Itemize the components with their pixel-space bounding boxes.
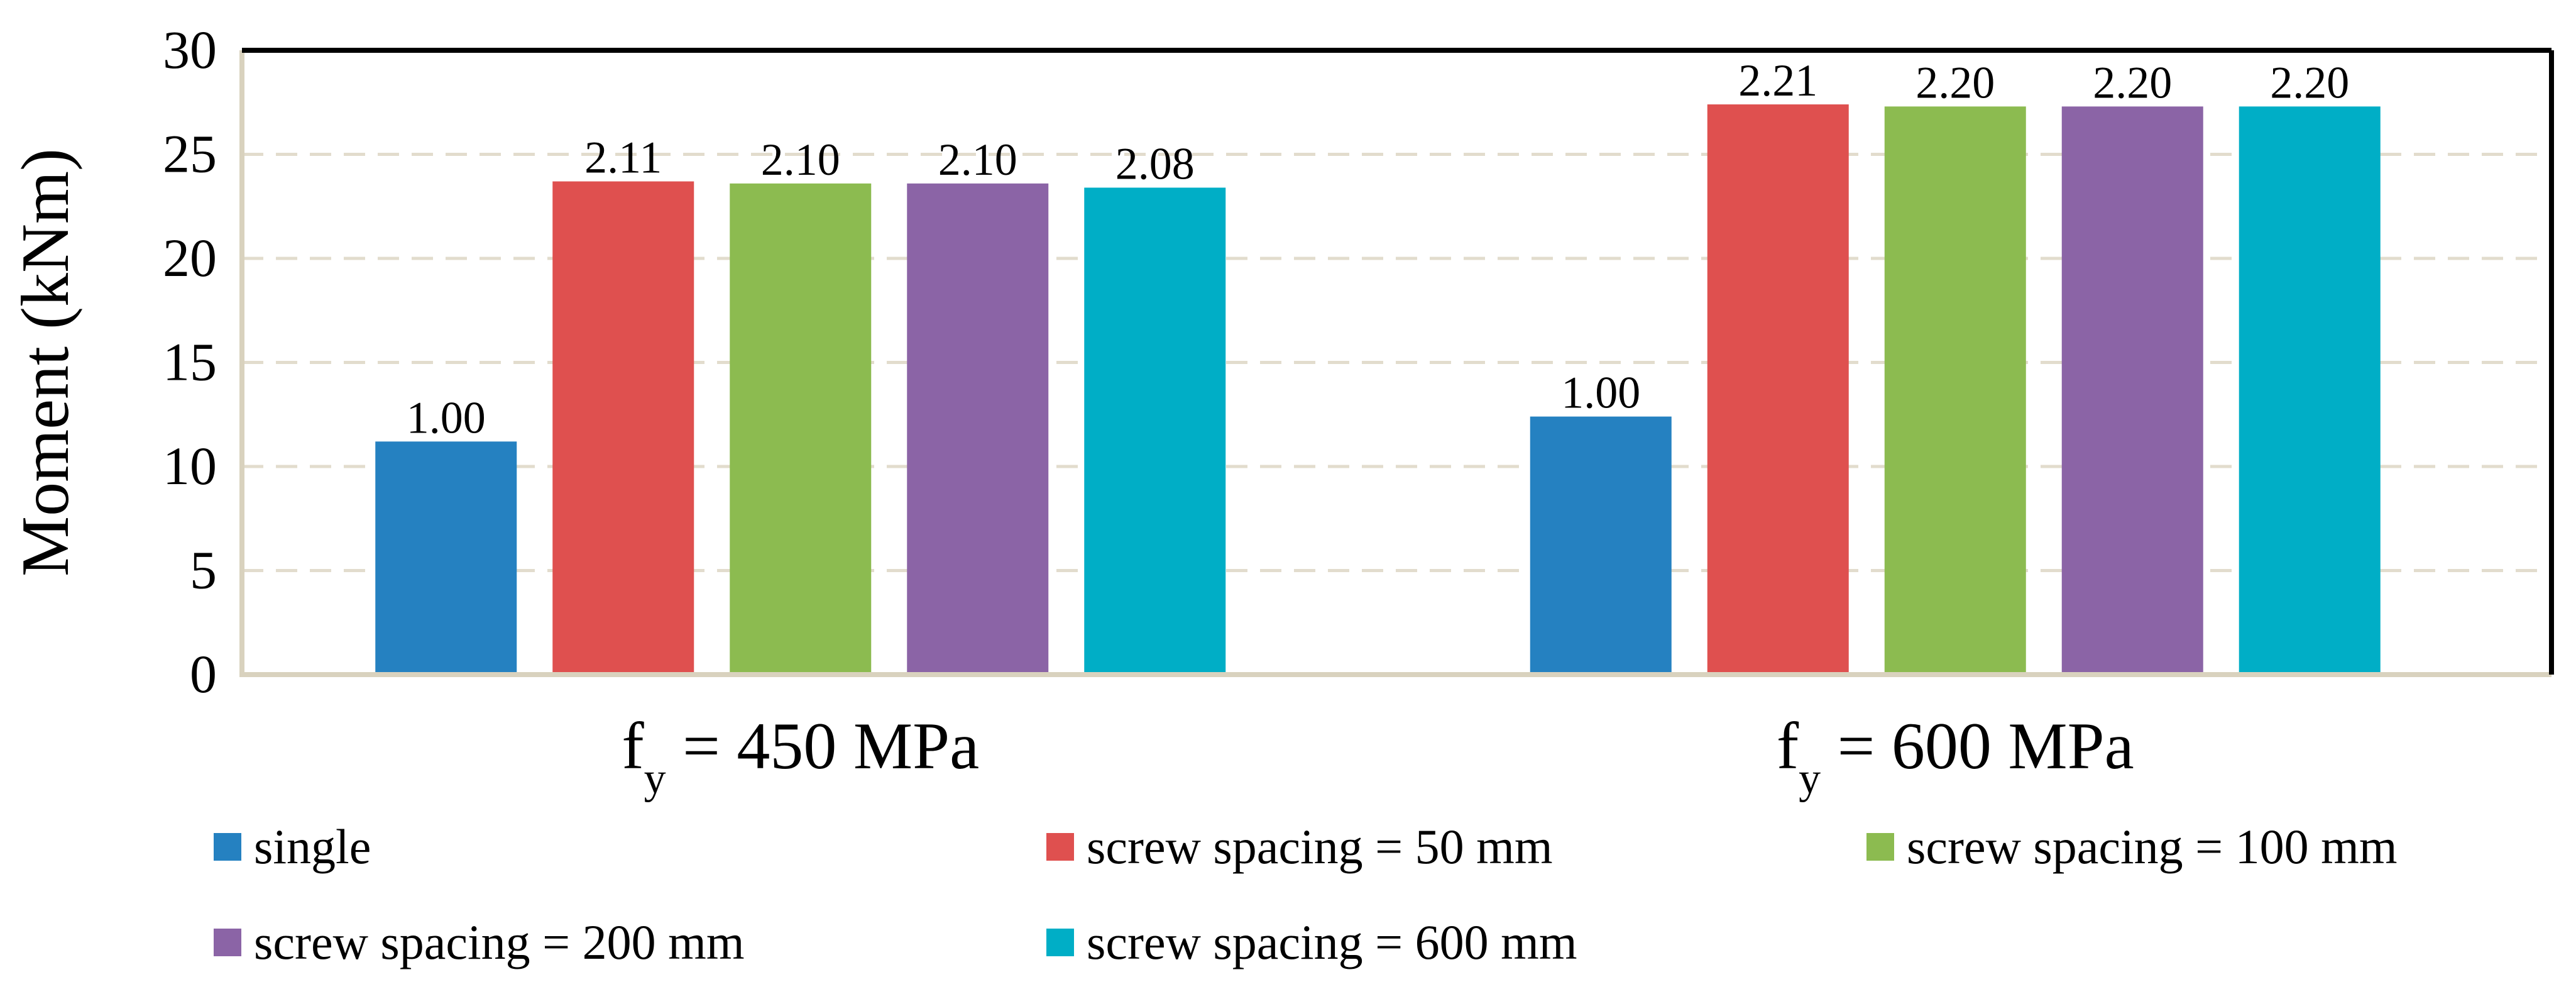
y-tick-label: 20 [163,228,217,288]
y-tick-label: 25 [163,124,217,184]
bar-screw-spacing-50-mm [1707,104,1849,675]
data-label: 2.08 [1115,138,1195,189]
bar-screw-spacing-50-mm [552,181,694,675]
legend-swatch [214,929,241,956]
legend-label: single [254,819,371,874]
data-label: 2.20 [2093,57,2172,108]
data-label: 2.20 [1916,57,1995,108]
bar-screw-spacing-100-mm [1884,106,2026,675]
legend-item: single [214,822,371,871]
bars [375,104,2381,675]
legend-label: screw spacing = 600 mm [1087,915,1577,969]
y-tick-label: 0 [190,644,217,704]
bar-screw-spacing-200-mm [2061,106,2203,675]
legend-label: screw spacing = 50 mm [1087,819,1553,874]
data-label: 1.00 [407,392,486,443]
labels: 0 5 10 15 20 25 30 Moment (kNm) 1.00 2.11 2.10 2.10… [8,19,2349,803]
y-tick-label: 5 [190,540,217,600]
bar-single [375,441,517,675]
legend-item: screw spacing = 200 mm [214,918,745,967]
y-tick-label: 30 [163,19,217,80]
legend-swatch [1866,833,1894,861]
legend-item: screw spacing = 100 mm [1866,822,2398,871]
legend-item: screw spacing = 600 mm [1046,918,1577,967]
y-tick-label: 10 [163,436,217,496]
data-label: 2.21 [1738,55,1817,106]
bar-screw-spacing-600-mm [1084,187,1226,675]
legend-label: screw spacing = 200 mm [254,915,745,969]
x-category-label: fy = 450 MPa [622,709,979,803]
legend-label: screw spacing = 100 mm [1907,819,2398,874]
data-label: 2.10 [761,135,840,185]
bar-screw-spacing-600-mm [2239,106,2381,675]
legend-swatch [214,833,241,861]
bar-screw-spacing-200-mm [907,183,1049,675]
axes [239,48,2554,677]
data-label: 2.11 [584,133,662,183]
bar-single [1530,416,1672,675]
legend-swatch [1046,929,1074,956]
data-label: 2.10 [938,135,1017,185]
x-category-label: fy = 600 MPa [1777,709,2134,803]
y-axis-title: Moment (kNm) [8,148,83,577]
legend-item: screw spacing = 50 mm [1046,822,1553,871]
data-label: 1.00 [1561,368,1640,418]
legend-swatch [1046,833,1074,861]
data-label: 2.20 [2270,57,2349,108]
bar-screw-spacing-100-mm [730,183,872,675]
y-tick-label: 15 [163,332,217,392]
